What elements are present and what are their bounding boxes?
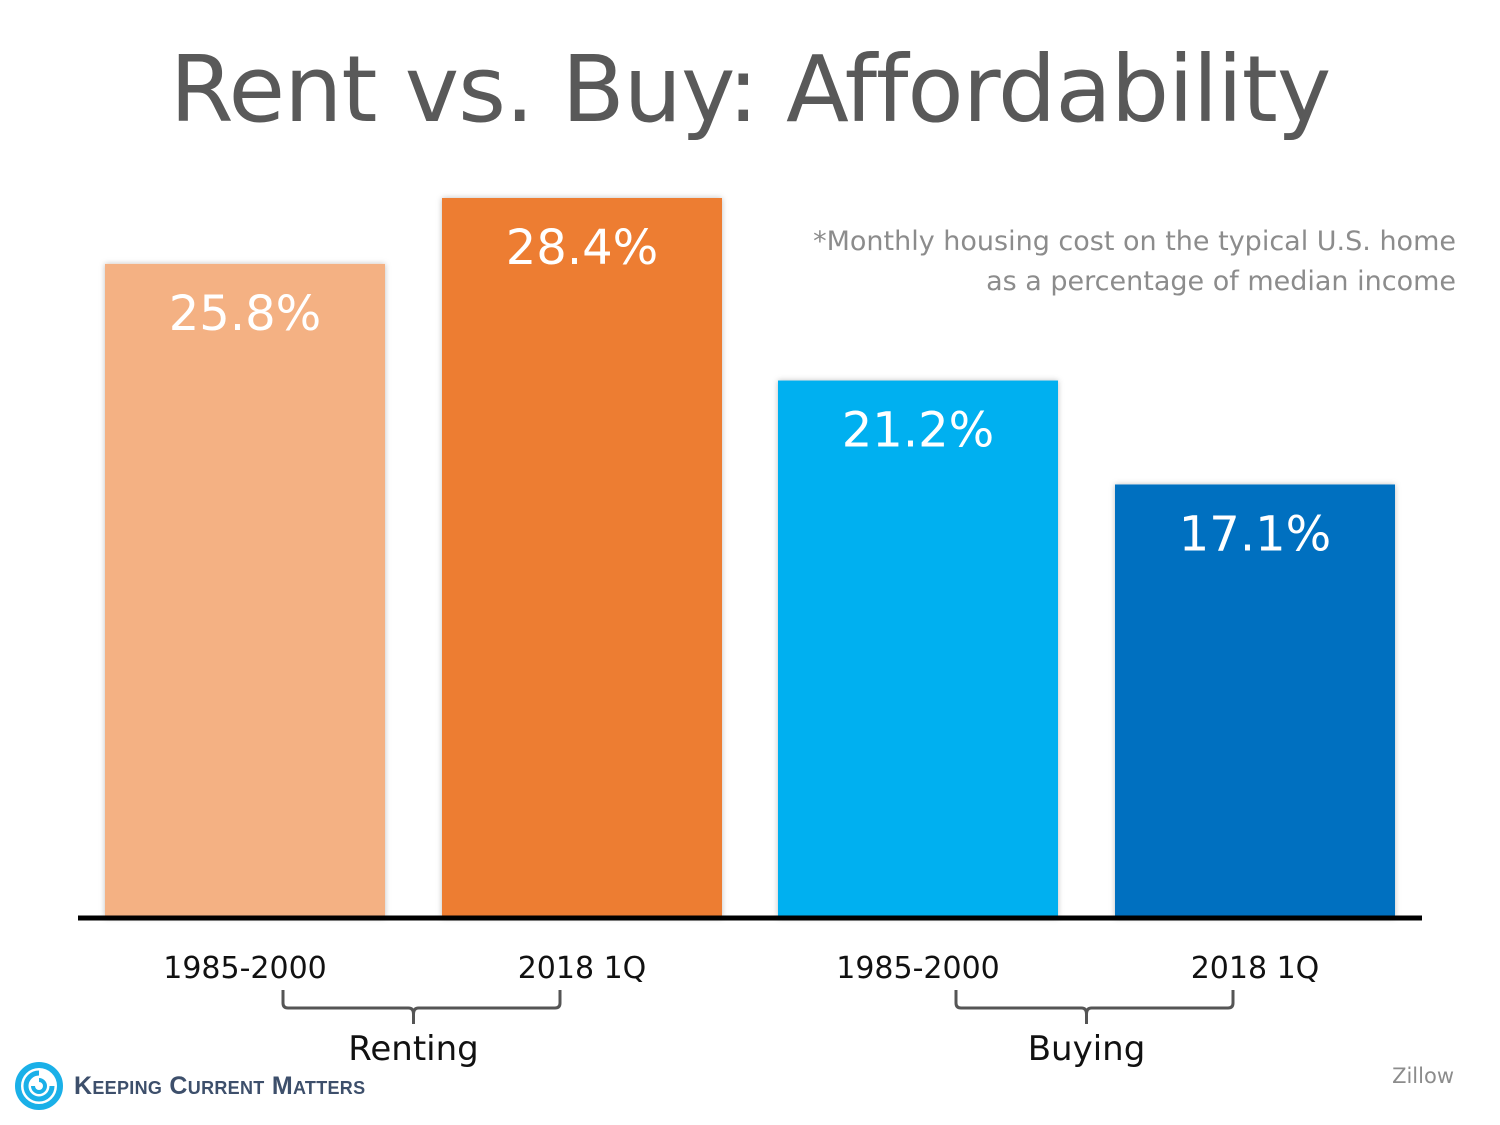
group-brace-2 [954, 990, 1235, 1024]
category-label-3: 1985-2000 [836, 951, 1000, 986]
logo-text: Keeping Current Matters [74, 1071, 366, 1100]
group-label-renting: Renting [348, 1029, 478, 1069]
data-label-3: 21.2% [842, 403, 994, 459]
chart-title: Rent vs. Buy: Affordability [169, 36, 1332, 143]
group-label-buying: Buying [1028, 1029, 1146, 1069]
data-label-4: 17.1% [1179, 506, 1331, 562]
footnote-line-1: *Monthly housing cost on the typical U.S… [813, 226, 1456, 257]
category-label-4: 2018 1Q [1191, 951, 1320, 986]
data-label-2: 28.4% [506, 220, 658, 276]
bar-1 [105, 263, 385, 918]
bar-3 [778, 380, 1058, 918]
footnote-line-2: as a percentage of median income [986, 266, 1456, 297]
category-label-1: 1985-2000 [163, 951, 327, 986]
bar-4 [1115, 484, 1395, 918]
data-label-1: 25.8% [169, 286, 321, 342]
chart-footnote: *Monthly housing cost on the typical U.S… [756, 222, 1456, 302]
swirl-logo-icon [15, 1062, 63, 1110]
category-label-2: 2018 1Q [518, 951, 647, 986]
bar-2 [442, 198, 722, 918]
company-logo: Keeping Current Matters [14, 1060, 365, 1112]
source-label: Zillow [1392, 1064, 1454, 1088]
group-brace-1 [281, 990, 562, 1024]
